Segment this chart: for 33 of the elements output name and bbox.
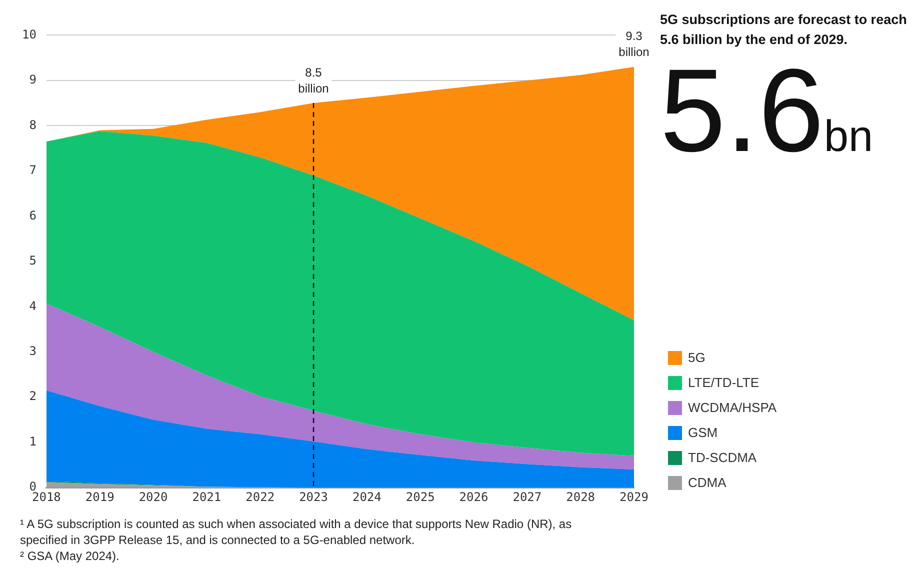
x-tick-label: 2025 xyxy=(406,490,435,504)
x-tick-label: 2022 xyxy=(246,490,275,504)
x-tick-label: 2029 xyxy=(620,490,648,504)
x-tick-label: 2020 xyxy=(138,490,168,504)
legend-label: LTE/TD-LTE xyxy=(688,375,760,390)
y-tick-label: 9 xyxy=(29,72,36,87)
x-tick-label: 2023 xyxy=(299,490,328,504)
x-tick-label: 2028 xyxy=(566,490,596,504)
x-tick-label: 2019 xyxy=(85,490,114,504)
x-tick-label: 2018 xyxy=(32,490,61,504)
annotation: 9.3 billion xyxy=(618,29,650,60)
text: 5G subscriptions are forecast to reach 5.6 billion by the end of 2029. xyxy=(660,11,908,49)
legend-label: 5G xyxy=(688,350,706,365)
text: ² GSA (May 2024). xyxy=(20,548,120,564)
x-tick-label: 2021 xyxy=(192,490,222,504)
y-tick-label: 4 xyxy=(29,298,36,313)
y-tick-label: 3 xyxy=(29,344,36,358)
legend-label: TD-SCDMA xyxy=(688,450,757,465)
annotation: 8.5 billion xyxy=(298,65,329,96)
legend-label: CDMA xyxy=(688,475,726,490)
y-tick-label: 10 xyxy=(22,27,36,42)
x-tick-label: 2024 xyxy=(352,490,382,504)
y-tick-label: 2 xyxy=(29,389,36,404)
y-tick-label: 1 xyxy=(29,434,36,448)
legend-label: WCDMA/HSPA xyxy=(688,400,777,415)
text: ¹ A 5G subscription is counted as such when associated with a device that supports New Radio (NR), as specified in 3GPP Release 15, and is connected to a 5G-enabled network. xyxy=(20,516,573,548)
y-tick-label: 8 xyxy=(29,118,36,132)
y-tick-label: 7 xyxy=(29,163,36,178)
x-tick-label: 2026 xyxy=(459,490,488,504)
legend-label: GSM xyxy=(688,425,718,440)
y-tick-label: 5 xyxy=(29,254,36,268)
y-tick-label: 6 xyxy=(29,208,36,222)
x-tick-label: 2027 xyxy=(512,490,542,504)
